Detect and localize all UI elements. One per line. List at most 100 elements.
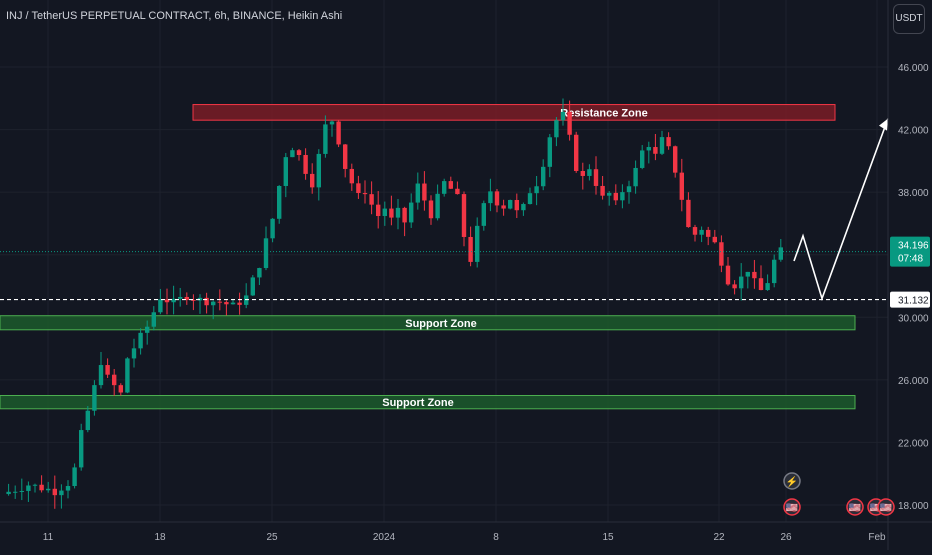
candle-up — [323, 124, 328, 154]
candle-up — [230, 302, 236, 305]
resistance-zone-label: Resistance Zone — [560, 107, 647, 119]
candle-up — [79, 430, 84, 468]
x-tick-label: 2024 — [373, 532, 396, 543]
level-price-tag — [890, 291, 930, 308]
candle-up — [138, 332, 143, 349]
x-tick-label: 8 — [493, 532, 499, 543]
candle-up — [85, 410, 90, 431]
candle-down — [389, 208, 394, 218]
currency-button[interactable]: USDT — [893, 4, 925, 34]
candle-down — [184, 296, 189, 300]
candle-up — [442, 181, 447, 194]
candle-down — [732, 284, 737, 289]
projection-path — [793, 118, 889, 302]
candle-down — [204, 297, 209, 306]
x-tick-label: 22 — [713, 532, 725, 543]
candle-down — [468, 236, 473, 262]
flag-badge-icon[interactable]: 🇺🇸 — [786, 502, 799, 514]
candle-up — [13, 491, 18, 493]
candle-up — [765, 283, 770, 291]
y-tick-label: 38.000 — [898, 188, 929, 199]
candle-down — [501, 205, 506, 209]
candle-up — [125, 358, 130, 393]
candle-up — [395, 207, 401, 218]
candle-up — [290, 150, 295, 158]
candle-up — [607, 192, 612, 196]
candle-down — [217, 301, 222, 303]
candle-up — [263, 238, 269, 269]
candle-down — [706, 229, 711, 237]
candle-up — [98, 365, 104, 386]
candle-up — [699, 229, 704, 235]
candle-down — [402, 207, 407, 223]
candle-up — [646, 147, 651, 151]
candle-down — [580, 170, 585, 176]
level-price-label: 31.132 — [898, 296, 929, 307]
candle-down — [105, 365, 110, 375]
y-tick-label: 42.000 — [898, 126, 929, 137]
candle-up — [329, 121, 335, 125]
candle-down — [224, 302, 229, 305]
support-zone — [0, 315, 856, 331]
y-tick-label: 26.000 — [898, 376, 929, 387]
candle-up — [640, 150, 645, 168]
candle-down — [422, 183, 427, 201]
candle-up — [283, 157, 288, 186]
chart-title: INJ / TetherUS PERPETUAL CONTRACT, 6h, B… — [6, 10, 343, 22]
candle-up — [131, 348, 137, 359]
candle-down — [356, 183, 361, 194]
candle-down — [303, 155, 308, 174]
candle-up — [534, 186, 539, 194]
support-zone — [0, 395, 856, 410]
event-badges[interactable]: ⚡🇺🇸 🇺🇸 🇺🇸🇺🇸 — [783, 472, 895, 516]
current-price-label: 34.196 — [898, 241, 929, 252]
candle-up — [32, 484, 38, 486]
candle-up — [409, 202, 414, 223]
candle-down — [494, 191, 500, 206]
candle-up — [626, 186, 632, 193]
candle-up — [92, 385, 97, 411]
x-tick-label: 15 — [602, 532, 614, 543]
candle-down — [593, 169, 599, 186]
candle-up — [26, 485, 31, 491]
candle-down — [600, 185, 605, 196]
candle-up — [560, 111, 566, 121]
projection-arrowhead — [879, 118, 888, 131]
candle-up — [145, 326, 150, 333]
candle-down — [455, 188, 460, 195]
candle-down — [673, 146, 678, 173]
candle-down — [376, 204, 381, 216]
candle-down — [112, 374, 117, 386]
candle-up — [541, 166, 546, 187]
x-tick-label: 25 — [266, 532, 278, 543]
candle-up — [65, 486, 71, 491]
candle-down — [514, 199, 519, 211]
candle-up — [435, 193, 440, 219]
candle-up — [171, 298, 176, 303]
candle-down — [349, 168, 354, 184]
current-price-tag — [890, 236, 930, 267]
candle-up — [59, 490, 64, 496]
candle-up — [778, 247, 783, 260]
candle-down — [428, 200, 434, 219]
y-tick-label: 46.000 — [898, 63, 929, 74]
lightning-badge-icon[interactable]: ⚡ — [786, 475, 798, 488]
candle-up — [211, 301, 216, 306]
candle-up — [527, 193, 533, 205]
candle-up — [739, 276, 744, 289]
candle-up — [270, 218, 275, 239]
candle-down — [686, 199, 691, 228]
candle-up — [475, 225, 480, 262]
candle-up — [257, 268, 262, 278]
candle-up — [481, 203, 486, 226]
candle-down — [39, 484, 44, 491]
candle-down — [164, 299, 170, 303]
candle-up — [620, 192, 625, 201]
y-tick-label: 18.000 — [898, 501, 929, 512]
flag-badge-icon[interactable]: 🇺🇸 — [849, 502, 862, 514]
flag-badge-icon[interactable]: 🇺🇸 — [880, 502, 893, 514]
candle-down — [362, 193, 368, 195]
candle-down — [719, 242, 724, 266]
